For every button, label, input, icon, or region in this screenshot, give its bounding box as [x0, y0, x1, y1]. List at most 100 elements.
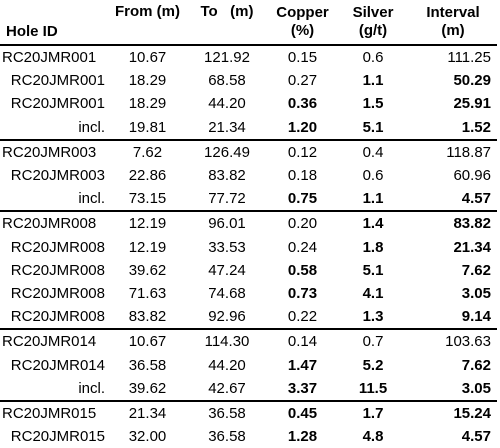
cell-from: 39.62: [128, 379, 167, 397]
cell-silver: 11.5: [358, 379, 388, 397]
cell-interval: 50.29: [453, 72, 491, 90]
cell-copper: 0.24: [287, 238, 318, 256]
cell-to: 44.20: [208, 95, 246, 113]
cell-silver: 1.4: [337, 210, 409, 236]
cell-interval: 83.82: [409, 210, 497, 236]
cell-silver: 1.3: [362, 308, 384, 326]
table-row: RC20JMR008 71.63 74.68 0.73 4.1 3.05: [0, 282, 497, 305]
cell-silver: 4.1: [362, 284, 384, 302]
cell-hole-id: RC20JMR003: [10, 167, 105, 185]
cell-hole-id: incl.: [78, 118, 105, 136]
cell-from: 10.67: [128, 49, 167, 67]
table-row: RC20JMR015 21.34 36.58 0.45 1.7 15.24: [0, 399, 497, 425]
cell-hole-id: RC20JMR001: [2, 49, 97, 67]
cell-from: 21.34: [109, 399, 186, 425]
cell-hole-id: RC20JMR015: [10, 428, 105, 446]
cell-interval: 7.62: [461, 261, 491, 279]
cell-hole-id: RC20JMR008: [10, 261, 105, 279]
cell-silver: 0.6: [362, 49, 384, 67]
table-row: RC20JMR008 12.19 33.53 0.24 1.8 21.34: [0, 236, 497, 259]
cell-hole-id: incl.: [78, 190, 105, 208]
header-interval-unit: (m): [441, 22, 465, 39]
cell-silver: 1.1: [362, 190, 384, 208]
cell-interval: 4.57: [461, 190, 491, 208]
table-row: RC20JMR015 32.00 36.58 1.28 4.8 4.57: [0, 425, 497, 448]
cell-copper: 1.28: [287, 428, 318, 446]
cell-from: 32.00: [128, 428, 167, 446]
cell-hole-id: incl.: [78, 379, 105, 397]
cell-to: 92.96: [208, 308, 246, 326]
header-silver-unit: (g/t): [358, 22, 388, 39]
table-row: RC20JMR001 10.67 121.92 0.15 0.6 111.25: [0, 45, 497, 69]
cell-from: 10.67: [109, 328, 186, 354]
cell-hole-id: RC20JMR003: [0, 138, 109, 164]
cell-to: 77.72: [208, 190, 246, 208]
cell-interval: 60.96: [453, 167, 491, 185]
cell-interval: 9.14: [461, 308, 491, 326]
cell-to: 114.30: [186, 328, 268, 354]
cell-interval: 4.57: [461, 428, 491, 446]
cell-hole-id: RC20JMR001: [10, 95, 105, 113]
cell-copper: 0.12: [268, 138, 337, 164]
cell-copper: 0.22: [287, 308, 318, 326]
cell-hole-id: RC20JMR014: [10, 356, 105, 374]
header-silver: Silver (g/t): [337, 0, 409, 45]
cell-silver: 1.7: [337, 399, 409, 425]
cell-to: 21.34: [208, 118, 246, 136]
table-row: RC20JMR008 83.82 92.96 0.22 1.3 9.14: [0, 305, 497, 329]
cell-silver: 0.6: [362, 167, 384, 185]
cell-from: 71.63: [128, 284, 167, 302]
cell-silver: 1.8: [362, 238, 384, 256]
table-row: RC20JMR008 12.19 96.01 0.20 1.4 83.82: [0, 210, 497, 236]
cell-from: 19.81: [128, 118, 167, 136]
header-silver-line1: Silver: [352, 4, 394, 21]
table-header: Hole ID From (m) To (m) Copper (%) Silve…: [0, 0, 497, 45]
cell-copper: 0.14: [268, 328, 337, 354]
cell-interval: 3.05: [461, 379, 491, 397]
header-interval: Interval (m): [409, 0, 497, 45]
header-copper-line1: Copper: [276, 4, 329, 21]
header-to: To (m): [200, 3, 254, 20]
cell-from: 12.19: [128, 238, 167, 256]
cell-from: 12.19: [109, 210, 186, 236]
cell-to: 33.53: [208, 238, 246, 256]
table-row: incl. 19.81 21.34 1.20 5.1 1.52: [0, 116, 497, 140]
header-interval-line1: Interval: [426, 4, 480, 21]
cell-hole-id: RC20JMR008: [10, 308, 105, 326]
cell-interval: 103.63: [409, 328, 497, 354]
cell-interval: 15.24: [409, 399, 497, 425]
cell-silver: 1.1: [362, 72, 384, 90]
cell-to: 83.82: [208, 167, 246, 185]
cell-from: 18.29: [128, 95, 167, 113]
cell-silver: 0.4: [337, 138, 409, 164]
cell-to: 74.68: [208, 284, 246, 302]
cell-to: 42.67: [208, 379, 246, 397]
cell-copper: 1.47: [287, 356, 318, 374]
cell-copper: 0.15: [287, 49, 318, 67]
cell-copper: 0.18: [287, 167, 318, 185]
table-body: RC20JMR001 10.67 121.92 0.15 0.6 111.25 …: [0, 45, 497, 448]
cell-from: 7.62: [109, 138, 186, 164]
cell-interval: 118.87: [409, 138, 497, 164]
cell-from: 39.62: [128, 261, 167, 279]
cell-to: 47.24: [208, 261, 246, 279]
cell-silver: 4.8: [362, 428, 384, 446]
cell-copper: 0.58: [287, 261, 318, 279]
cell-hole-id: RC20JMR014: [0, 328, 109, 354]
cell-hole-id: RC20JMR015: [0, 399, 109, 425]
cell-silver: 0.7: [337, 328, 409, 354]
header-hole-id: Hole ID: [6, 23, 58, 40]
cell-silver: 5.1: [362, 261, 384, 279]
cell-to: 44.20: [208, 356, 246, 374]
table-row: RC20JMR001 18.29 68.58 0.27 1.1 50.29: [0, 69, 497, 92]
table-row: RC20JMR014 10.67 114.30 0.14 0.7 103.63: [0, 328, 497, 354]
cell-hole-id: RC20JMR008: [10, 238, 105, 256]
cell-copper: 0.20: [268, 210, 337, 236]
cell-interval: 7.62: [461, 356, 491, 374]
cell-from: 36.58: [128, 356, 167, 374]
cell-copper: 0.75: [287, 190, 318, 208]
cell-copper: 0.45: [268, 399, 337, 425]
table-row: RC20JMR008 39.62 47.24 0.58 5.1 7.62: [0, 259, 497, 282]
cell-interval: 25.91: [453, 95, 491, 113]
cell-copper: 0.27: [287, 72, 318, 90]
